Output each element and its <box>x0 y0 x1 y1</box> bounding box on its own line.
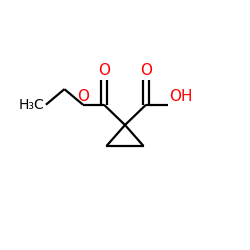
Text: O: O <box>140 63 152 78</box>
Text: OH: OH <box>170 89 193 104</box>
Text: O: O <box>98 63 110 78</box>
Text: O: O <box>77 89 89 104</box>
Text: H₃C: H₃C <box>18 98 44 112</box>
